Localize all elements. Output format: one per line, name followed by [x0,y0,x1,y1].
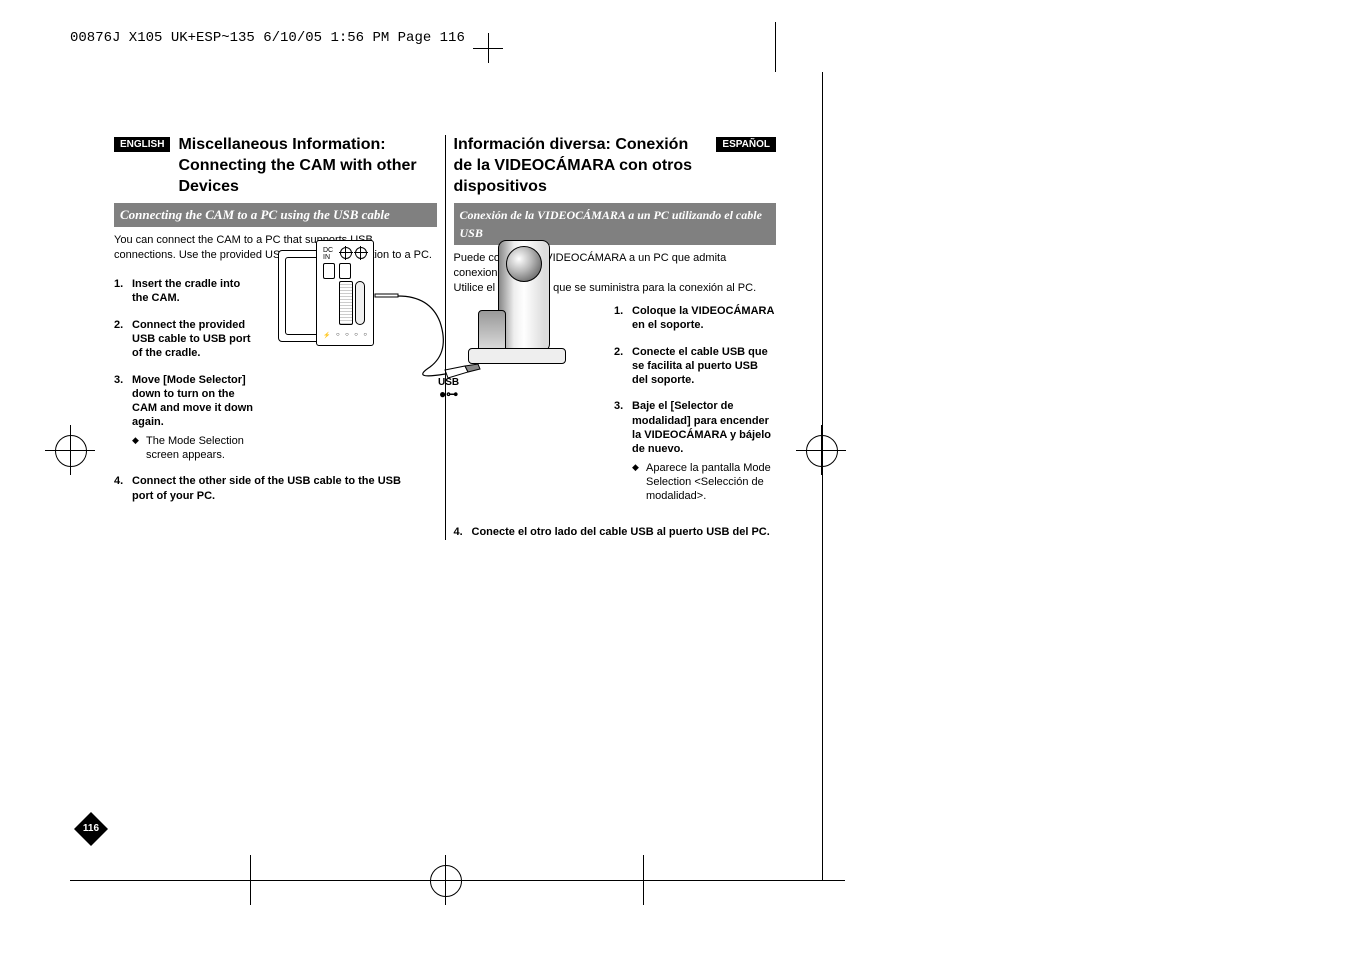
left-step-3-sub-1: The Mode Selection screen appears. [132,434,259,463]
bottom-trim-line [70,880,845,881]
right-step-2: Conecte el cable USB que se facilita al … [614,345,776,388]
left-step-1: Insert the cradle into the CAM. [114,277,259,306]
right-title: Información diversa: Conexión de la VIDE… [454,135,709,197]
illustration: DC IN ⚡ ○ ○ ○ ○ [268,240,620,420]
panel-ports [323,263,351,279]
panel-gears [340,247,367,259]
port-icon [323,263,335,279]
usb-label: USB ●⊶ [438,378,459,400]
dot-icon: ○ [363,332,367,339]
right-step-3-sub: Aparece la pantalla Mode Selection <Sele… [632,461,776,504]
cradle-panel-icon: DC IN ⚡ ○ ○ ○ ○ [316,240,374,346]
dot-icon: ○ [354,332,358,339]
right-title-row: Información diversa: Conexión de la VIDE… [454,135,777,197]
right-steps: Coloque la VIDEOCÁMARA en el soporte. Co… [614,304,776,516]
panel-bottom-icons: ⚡ ○ ○ ○ ○ [323,332,367,339]
left-subtitle-bar: Connecting the CAM to a PC using the USB… [114,203,437,227]
page-number: 116 [72,810,110,848]
page: 00876J X105 UK+ESP~135 6/10/05 1:56 PM P… [0,0,1351,954]
english-badge: ENGLISH [114,137,170,152]
left-title-row: ENGLISH Miscellaneous Information: Conne… [114,135,437,197]
camera-side [478,310,506,352]
regmark-right-icon [796,425,846,475]
header-text: 00876J X105 UK+ESP~135 6/10/05 1:56 PM P… [70,30,465,46]
left-steps: Insert the cradle into the CAM. Connect … [114,277,259,462]
gear-icon [355,247,367,259]
camera-base [468,348,566,364]
page-number-badge: 116 [72,810,110,848]
right-step-3-sub-1: Aparece la pantalla Mode Selection <Sele… [632,461,776,504]
right-subtitle: Conexión de la VIDEOCÁMARA a un PC utili… [460,208,762,240]
left-subtitle: Connecting the CAM to a PC using the USB… [120,207,390,222]
panel-slot2-icon [355,281,365,325]
espanol-badge: ESPAÑOL [716,137,776,152]
regmark-left-icon [45,425,95,475]
left-step-4: Connect the other side of the USB cable … [114,474,412,503]
plug-icon: ⚡ [323,332,330,339]
left-title: Miscellaneous Information: Connecting th… [178,135,436,197]
left-step-2: Connect the provided USB cable to USB po… [114,318,259,361]
panel-dc-label: DC IN [323,247,333,261]
header-line: 00876J X105 UK+ESP~135 6/10/05 1:56 PM P… [70,30,503,46]
usb-symbol-icon: ●⊶ [438,388,459,400]
right-step-4: Conecte el otro lado del cable USB al pu… [454,525,772,539]
port-icon [339,263,351,279]
right-step-3: Baje el [Selector de modalidad] para enc… [614,399,776,503]
camera-icon [468,240,558,360]
panel-slot-icon [339,281,353,325]
gear-icon [340,247,352,259]
camera-lens [506,246,542,282]
left-step-3: Move [Mode Selector] down to turn on the… [114,373,259,463]
left-step-3-sub: The Mode Selection screen appears. [132,434,259,463]
dot-icon: ○ [336,332,340,339]
dot-icon: ○ [345,332,349,339]
right-step-1: Coloque la VIDEOCÁMARA en el soporte. [614,304,776,333]
right-trim-line [822,72,823,880]
top-regmark-icon [775,22,776,72]
